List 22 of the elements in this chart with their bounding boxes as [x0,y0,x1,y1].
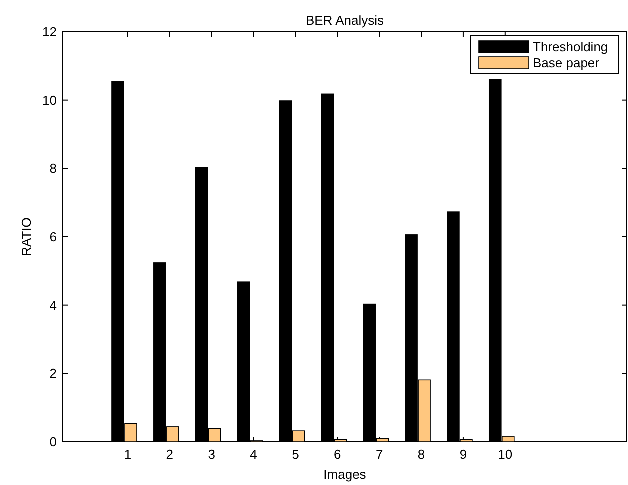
y-tick-label: 4 [50,298,57,313]
x-tick-label: 10 [498,447,513,462]
x-axis-title: Images [324,467,367,482]
x-tick-label: 3 [208,447,216,462]
y-tick-label: 10 [42,92,57,108]
x-tick-label: 7 [376,447,384,462]
y-tick-label: 0 [50,434,57,450]
y-tick-label: 8 [50,161,57,176]
x-tick-label: 1 [124,447,132,462]
chart-title: BER Analysis [306,13,385,28]
x-tick-label: 2 [166,447,174,462]
y-tick-label: 2 [50,366,57,382]
x-tick-label: 8 [418,447,426,462]
y-axis-title: RATIO [19,218,34,256]
x-tick-label: 9 [460,447,468,462]
y-tick-label: 12 [42,24,57,40]
x-tick-label: 5 [292,447,300,462]
x-tick-label: 6 [334,447,342,462]
y-tick-label: 6 [50,230,57,245]
legend-label: Thresholding [533,40,608,55]
x-tick-label: 4 [250,447,258,462]
legend-label: Base paper [533,56,600,71]
